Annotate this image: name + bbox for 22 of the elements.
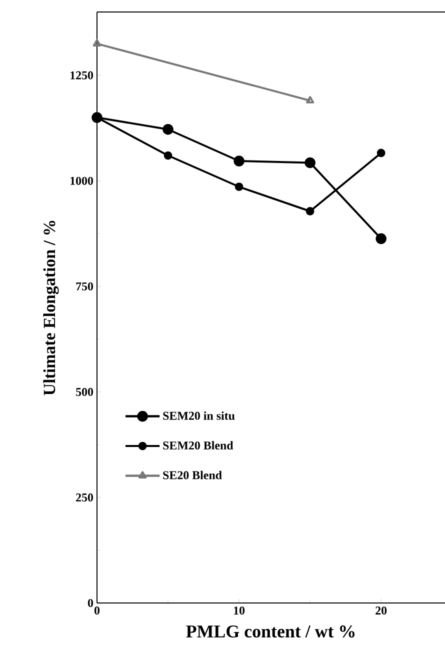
point <box>376 148 386 158</box>
y-tick-label: 0 <box>88 598 94 608</box>
point <box>304 157 316 168</box>
y-tick-label: 750 <box>76 282 94 290</box>
x-axis-title: PMLG content / wt % <box>186 625 354 638</box>
y-tick-label: 250 <box>76 493 94 502</box>
point <box>234 156 244 166</box>
point <box>234 182 244 191</box>
point <box>164 151 172 160</box>
x-tick-label: 0 <box>94 606 100 615</box>
y-tick-label: 1000 <box>70 176 94 185</box>
legend-label: SE20 Blend <box>163 470 222 480</box>
legend-label: SEM20 in situ <box>163 411 235 420</box>
x-tick-label: 10 <box>234 606 245 615</box>
legend-label: SEM20 Blend <box>163 441 234 450</box>
point <box>376 233 386 244</box>
y-tick-label: 500 <box>76 388 94 396</box>
point <box>306 207 314 216</box>
y-tick-label: 1250 <box>70 71 94 80</box>
point <box>162 124 174 135</box>
x-tick-label: 20 <box>376 606 387 615</box>
y-axis-title: Ultimate Elongation / % <box>43 220 59 396</box>
